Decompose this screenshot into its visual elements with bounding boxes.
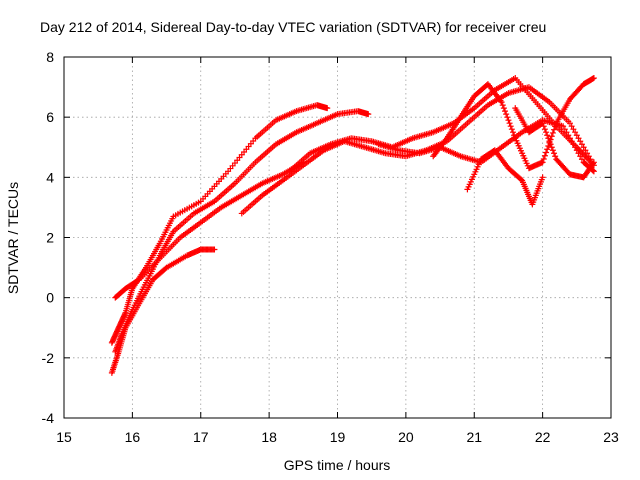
data-point-trail: [580, 144, 587, 151]
data-point-trail: [543, 129, 550, 136]
axis-ticks: [63, 56, 612, 419]
data-point-trail: [548, 144, 555, 151]
data-point: [560, 123, 567, 130]
data-point-trail: [578, 156, 585, 163]
series-track-f: [286, 75, 597, 175]
y-tick-label: 6: [46, 109, 54, 125]
data-point-trail: [590, 167, 597, 174]
data-point-trail: [565, 132, 572, 139]
data-point-trail: [507, 123, 514, 130]
data-point-trail: [543, 149, 550, 156]
data-point-trail: [568, 123, 575, 130]
data-point-trail: [540, 156, 547, 163]
x-tick-label: 22: [535, 429, 551, 445]
y-tick-label: 2: [46, 230, 54, 246]
data-point-trail: [570, 126, 577, 133]
x-tick-labels: 15 16 17 18 19 20 21 22 23: [56, 429, 619, 445]
x-tick-label: 16: [125, 429, 141, 445]
data-point-trail: [552, 153, 559, 160]
data-point-trail: [563, 129, 570, 136]
data-point-trail: [508, 126, 515, 133]
x-tick-label: 15: [56, 429, 72, 445]
data-point-trail: [552, 123, 559, 130]
x-tick-label: 18: [261, 429, 277, 445]
data-point-trail: [577, 138, 584, 145]
data-point-trail: [505, 117, 512, 124]
data-point-trail: [511, 132, 518, 139]
data-point-trail: [573, 132, 580, 139]
data-point: [590, 168, 597, 175]
data-point-trail: [509, 129, 516, 136]
series-track-a: [108, 102, 331, 346]
data-point: [365, 111, 372, 118]
data-point-trail: [575, 150, 582, 157]
y-tick-label: -4: [42, 410, 55, 426]
data-point: [539, 120, 546, 127]
x-tick-label: 21: [466, 429, 482, 445]
data-point-trail: [544, 132, 551, 139]
data-point-trail: [582, 147, 589, 154]
series-track-i: [464, 147, 546, 208]
data-point-trail: [540, 123, 547, 130]
x-tick-label: 19: [330, 429, 346, 445]
data-point-trail: [506, 120, 513, 127]
data-point: [590, 159, 597, 166]
data-point-trail: [546, 138, 553, 145]
data-point-trail: [541, 126, 548, 133]
data-point-trail: [499, 102, 506, 109]
series-track-j: [512, 105, 597, 181]
data-point-trail: [551, 150, 558, 157]
data-point-trail: [547, 141, 554, 148]
data-point-trail: [502, 108, 509, 115]
y-tick-labels: -4 -2 0 2 4 6 8: [42, 49, 55, 426]
data-point: [539, 174, 546, 181]
data-point-trail: [548, 133, 555, 140]
data-point-trail: [578, 141, 585, 148]
x-tick-label: 20: [398, 429, 414, 445]
data-point-trail: [503, 111, 510, 118]
data-point-trail: [517, 176, 524, 183]
data-point: [539, 159, 546, 166]
series-track-c: [108, 246, 218, 376]
data-point-trail: [561, 126, 568, 133]
data-point-trail: [572, 144, 579, 151]
data-series: [108, 75, 597, 376]
data-point-trail: [541, 152, 548, 159]
data-point-trail: [590, 160, 597, 167]
chart-title: Day 212 of 2014, Sidereal Day-to-day VTE…: [40, 19, 546, 35]
data-point-trail: [549, 147, 556, 154]
series-track-d: [112, 159, 307, 301]
x-axis-title: GPS time / hours: [284, 457, 391, 473]
y-tick-label: -2: [42, 350, 55, 366]
data-point-trail: [500, 105, 507, 112]
data-point-trail: [566, 135, 573, 142]
x-tick-label: 17: [193, 429, 209, 445]
data-point-trail: [545, 135, 552, 142]
data-point-trail: [568, 138, 575, 145]
data-point: [566, 120, 573, 127]
grid: [64, 57, 611, 418]
data-point-trail: [575, 135, 582, 142]
data-point-trail: [504, 114, 511, 121]
data-point-trail: [551, 126, 558, 133]
data-point-trail: [577, 153, 584, 160]
data-point-trail: [573, 147, 580, 154]
data-point-trail: [572, 129, 579, 136]
series-track-h: [430, 75, 597, 172]
y-tick-label: 8: [46, 49, 54, 65]
y-tick-label: 4: [46, 169, 54, 185]
y-axis-title: SDTVAR / TECUs: [5, 182, 21, 294]
data-point: [590, 75, 597, 82]
data-point-trail: [544, 146, 551, 153]
data-point: [211, 246, 218, 253]
data-point-trail: [570, 141, 577, 148]
data-point: [324, 105, 331, 112]
x-tick-label: 23: [603, 429, 619, 445]
data-point-trail: [549, 129, 556, 136]
data-point: [498, 99, 505, 106]
y-tick-label: 0: [46, 290, 54, 306]
